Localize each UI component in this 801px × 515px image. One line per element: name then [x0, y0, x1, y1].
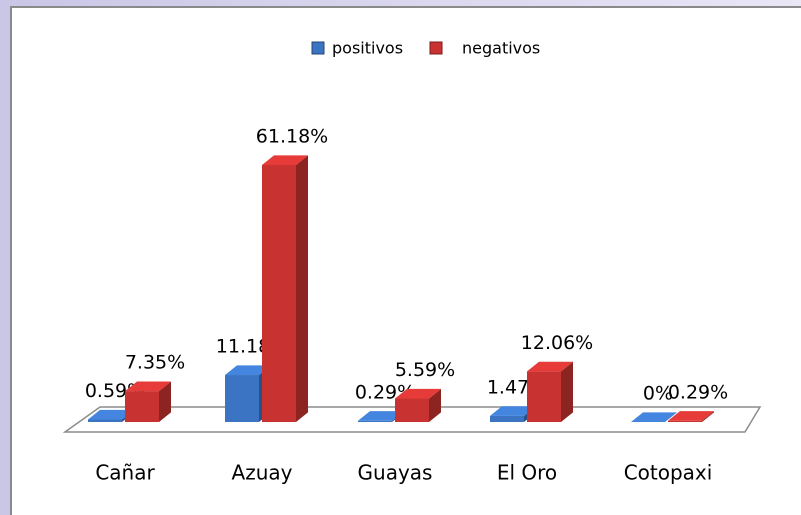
- data-label: 5.59%: [395, 359, 455, 381]
- bar-group: [395, 388, 441, 422]
- bar-group: [527, 361, 573, 422]
- bar-top: [225, 365, 271, 376]
- data-label: 7.35%: [125, 352, 185, 374]
- bar: [358, 420, 392, 422]
- bar-top: [527, 361, 573, 372]
- x-tick-label: El Oro: [497, 461, 557, 485]
- bar-side: [429, 388, 441, 422]
- legend-label: negativos: [462, 39, 540, 58]
- bar: [262, 165, 296, 422]
- bar: [88, 419, 122, 422]
- bar-top: [395, 388, 441, 399]
- bar-group: [125, 381, 171, 422]
- bar-top: [668, 411, 714, 421]
- bar: [125, 391, 159, 422]
- bar: [490, 415, 524, 422]
- bar-top: [358, 411, 404, 421]
- bar-group: [262, 155, 308, 422]
- data-label: 12.06%: [521, 332, 593, 354]
- bar-top: [125, 381, 171, 392]
- bar-top: [490, 406, 536, 416]
- chart-panel: [10, 6, 801, 515]
- x-tick-label: Guayas: [358, 461, 433, 485]
- data-label: 0.29%: [668, 381, 728, 403]
- x-tick-label: Cañar: [95, 461, 155, 485]
- legend-label: positivos: [332, 39, 403, 58]
- legend-swatch: [429, 41, 443, 55]
- plot-area: Cañar0.59%7.35%Azuay11.18%61.18%Guayas0.…: [85, 126, 728, 485]
- x-tick-label: Azuay: [232, 461, 293, 485]
- bar-top: [262, 155, 308, 165]
- legend: positivos negativos: [311, 39, 540, 58]
- bar-group: [668, 411, 714, 422]
- bar-side: [159, 381, 171, 422]
- bar-group: [631, 412, 677, 423]
- bar-side: [296, 155, 308, 422]
- bar-side: [561, 361, 573, 422]
- data-label: 0%: [643, 383, 673, 405]
- bar-side: [702, 411, 714, 422]
- bar-top: [88, 409, 134, 420]
- bar: [527, 371, 561, 422]
- x-tick-label: Cotopaxi: [624, 461, 713, 485]
- bar: [668, 420, 702, 422]
- data-label: 61.18%: [256, 126, 328, 148]
- bar: [395, 398, 429, 422]
- legend-swatch: [311, 41, 325, 55]
- bar: [225, 375, 259, 422]
- bar-top: [631, 412, 677, 422]
